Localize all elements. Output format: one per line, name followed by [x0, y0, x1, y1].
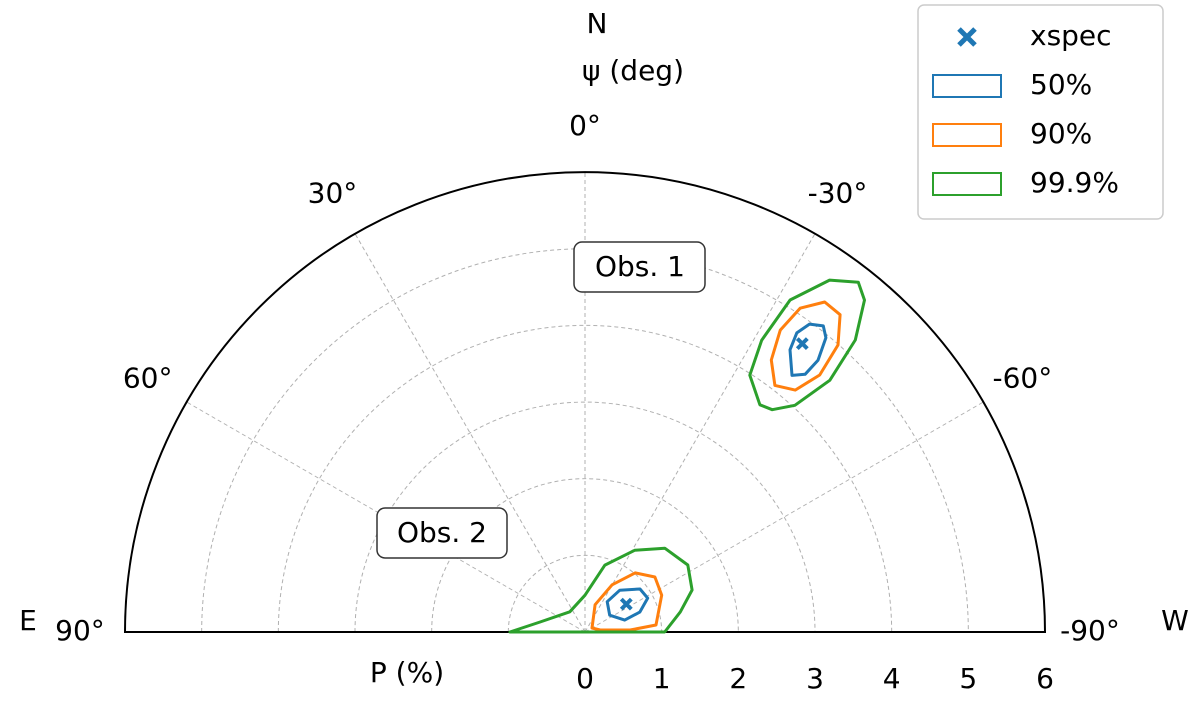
- polar-frame: [123, 171, 1047, 633]
- compass-north: N: [587, 7, 608, 40]
- theta-tick-label: 30°: [308, 177, 358, 210]
- annotation-box: [376, 507, 508, 559]
- legend-marker: [957, 27, 977, 47]
- annotation-box: [573, 241, 706, 293]
- compass-west: W: [1161, 604, 1189, 637]
- r-tick-label: 0: [576, 662, 594, 695]
- annotation: Obs. 1: [595, 250, 685, 283]
- compass-east: E: [19, 604, 37, 637]
- contour: [605, 587, 650, 622]
- r-tick-label: 2: [729, 662, 747, 695]
- theta-tick-label: -30°: [808, 177, 868, 210]
- grid-circle: [277, 324, 893, 633]
- r-tick-label: 4: [883, 662, 901, 695]
- contour: [748, 278, 866, 412]
- legend-label: 50%: [1030, 68, 1092, 101]
- legend-swatch: [932, 123, 1002, 147]
- grid-radial: [354, 233, 586, 633]
- grid-radial: [584, 401, 984, 633]
- annotation: Obs. 2: [397, 516, 487, 549]
- theta-tick-label: 60°: [123, 362, 173, 395]
- point-marker: [619, 597, 633, 611]
- contour: [508, 546, 694, 634]
- grid-radial: [584, 233, 816, 633]
- point-marker: [795, 337, 809, 351]
- legend-label: xspec: [1030, 19, 1112, 52]
- legend-label: 99.9%: [1030, 166, 1119, 199]
- grid: [123, 171, 1047, 633]
- grid-circle: [201, 248, 969, 633]
- r-tick-label: 3: [806, 662, 824, 695]
- r-tick-label: 6: [1036, 662, 1054, 695]
- theta-tick-label: -90°: [1060, 614, 1120, 647]
- grid-circle: [431, 478, 739, 633]
- legend-swatch: [932, 172, 1002, 196]
- legend-label: 90%: [1030, 117, 1092, 150]
- legend-frame: [917, 4, 1164, 220]
- theta-tick-label: 90°: [55, 614, 105, 647]
- legend-swatch: [932, 74, 1002, 98]
- contour: [590, 571, 664, 632]
- contour: [769, 300, 842, 392]
- marks: [508, 278, 866, 634]
- r-tick-label: 1: [653, 662, 671, 695]
- theta-axis-label: ψ (deg): [582, 54, 684, 87]
- theta-tick-label: 0°: [569, 109, 601, 142]
- r-axis-label: P (%): [370, 656, 444, 689]
- legend: xspec 50% 90% 99.9%: [917, 4, 1164, 220]
- theta-tick-label: -60°: [992, 362, 1052, 395]
- contour: [788, 322, 828, 377]
- grid-circle: [507, 554, 663, 633]
- r-tick-label: 5: [959, 662, 977, 695]
